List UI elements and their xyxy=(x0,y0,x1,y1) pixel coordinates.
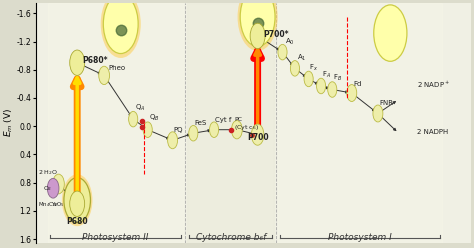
Circle shape xyxy=(278,44,287,60)
Text: P680: P680 xyxy=(66,217,88,226)
Circle shape xyxy=(251,124,264,145)
Text: Y$_Z$: Y$_Z$ xyxy=(52,200,60,209)
Text: F$_A$: F$_A$ xyxy=(322,69,331,80)
Text: FNR: FNR xyxy=(379,100,393,106)
Text: 2 NADPH: 2 NADPH xyxy=(417,129,448,135)
Circle shape xyxy=(347,85,357,101)
Circle shape xyxy=(143,122,152,137)
Circle shape xyxy=(168,132,178,149)
Circle shape xyxy=(62,174,92,226)
Text: Cytochrome b₆f: Cytochrome b₆f xyxy=(196,233,266,242)
Text: Q$_A$: Q$_A$ xyxy=(135,103,146,113)
Text: 2 NADP$^+$: 2 NADP$^+$ xyxy=(417,79,450,90)
Text: Photosystem I: Photosystem I xyxy=(328,233,392,242)
Circle shape xyxy=(373,105,383,122)
Text: PC
(Cyt c$_6$): PC (Cyt c$_6$) xyxy=(234,117,259,132)
Text: F$_B$: F$_B$ xyxy=(333,73,342,83)
Text: P700: P700 xyxy=(247,133,268,142)
Circle shape xyxy=(240,0,275,46)
Text: P680*: P680* xyxy=(82,56,108,65)
Circle shape xyxy=(210,122,219,137)
Text: PQ: PQ xyxy=(173,127,183,133)
Text: FeS: FeS xyxy=(194,120,206,126)
Circle shape xyxy=(304,71,313,87)
Circle shape xyxy=(250,23,265,49)
Circle shape xyxy=(231,121,242,139)
Bar xyxy=(187,3,274,243)
Text: Cyt f: Cyt f xyxy=(215,117,231,123)
Text: A$_1$: A$_1$ xyxy=(297,53,307,63)
Circle shape xyxy=(128,111,138,127)
Circle shape xyxy=(317,78,326,94)
Circle shape xyxy=(103,0,138,54)
Circle shape xyxy=(53,174,64,194)
Circle shape xyxy=(291,61,300,76)
Circle shape xyxy=(328,82,337,97)
Y-axis label: $E_m$ (V): $E_m$ (V) xyxy=(3,108,15,137)
Circle shape xyxy=(47,178,59,198)
Bar xyxy=(278,3,442,243)
Circle shape xyxy=(70,50,85,75)
Text: A$_0$: A$_0$ xyxy=(284,37,294,47)
Circle shape xyxy=(237,0,278,51)
Text: 2 H$_2$O: 2 H$_2$O xyxy=(38,168,58,177)
Circle shape xyxy=(70,191,85,217)
Text: O$_2$: O$_2$ xyxy=(43,184,53,193)
Text: Mn$_4$CaO$_5$: Mn$_4$CaO$_5$ xyxy=(38,200,65,209)
Text: Fd: Fd xyxy=(353,81,361,87)
Circle shape xyxy=(100,0,141,58)
Circle shape xyxy=(189,125,198,141)
Circle shape xyxy=(99,66,109,85)
Text: F$_x$: F$_x$ xyxy=(310,62,319,73)
Text: Photosystem II: Photosystem II xyxy=(82,233,149,242)
Bar xyxy=(48,3,183,243)
Text: P700*: P700* xyxy=(263,30,289,39)
Text: Q$_B$: Q$_B$ xyxy=(148,113,159,123)
Circle shape xyxy=(64,178,91,223)
Text: Pheo: Pheo xyxy=(108,65,126,71)
Circle shape xyxy=(374,5,407,61)
